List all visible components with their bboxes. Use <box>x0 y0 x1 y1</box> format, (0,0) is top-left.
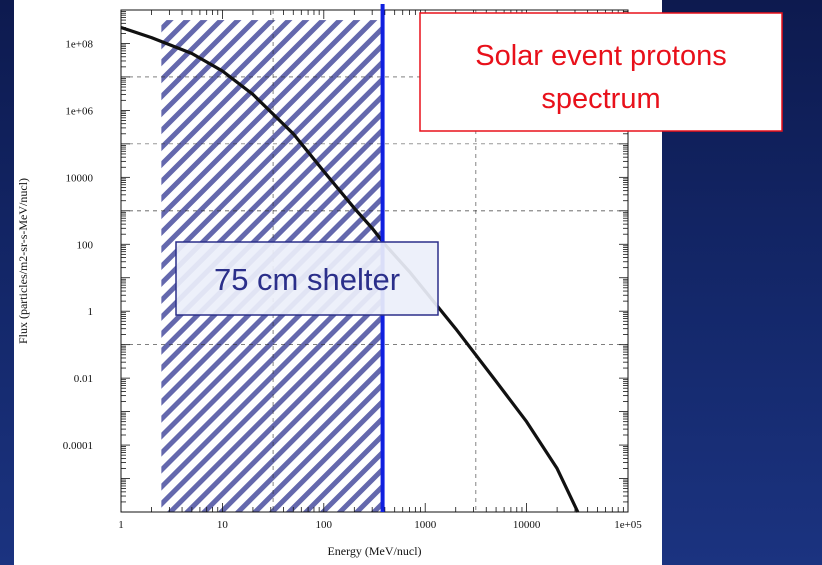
x-tick-label: 10000 <box>513 519 541 531</box>
solar-event-callout-text: Solar event protons <box>475 40 726 72</box>
y-tick-label: 0.01 <box>74 373 93 385</box>
shelter-callout-box <box>175 241 439 316</box>
y-tick-label: 1 <box>88 306 94 318</box>
y-tick-label: 0.0001 <box>63 440 93 452</box>
x-tick-label: 1 <box>118 519 124 531</box>
x-tick-label: 1000 <box>414 519 437 531</box>
x-tick-label: 10 <box>217 519 229 531</box>
y-tick-label: 10000 <box>66 172 94 184</box>
y-tick-label: 1e+06 <box>65 105 93 117</box>
x-axis-title: Energy (MeV/nucl) <box>327 544 421 558</box>
solar-event-callout-box <box>419 12 783 132</box>
y-axis-title: Flux (particles/m2-sr-s-MeV/nucl) <box>16 178 30 344</box>
y-tick-label: 1e+08 <box>65 38 93 50</box>
shelter-callout-text: 75 cm shelter <box>214 262 400 297</box>
x-tick-label: 1e+05 <box>614 519 642 531</box>
x-tick-label: 100 <box>316 519 333 531</box>
y-tick-label: 100 <box>77 239 94 251</box>
solar-event-callout-text: spectrum <box>541 83 660 115</box>
plot-frame <box>120 9 629 513</box>
spectrum-line <box>120 25 580 513</box>
